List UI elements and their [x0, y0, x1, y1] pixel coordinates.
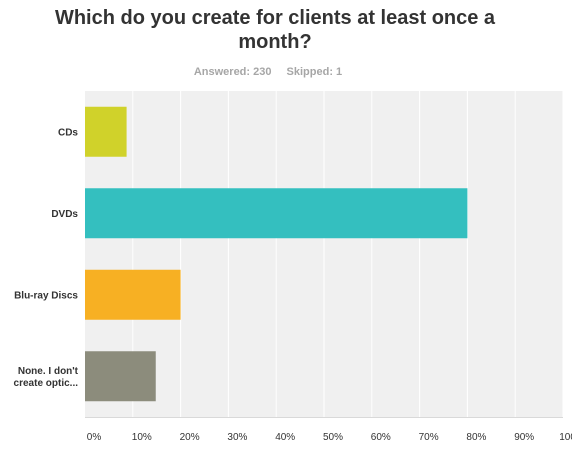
x-tick-label: 70% [419, 432, 439, 443]
response-stats: Answered: 230 Skipped: 1 [0, 66, 536, 78]
x-tick-label: 30% [227, 432, 247, 443]
answered-count: Answered: 230 [193, 66, 272, 78]
bar [85, 106, 127, 157]
x-tick-label: 80% [466, 432, 486, 443]
skipped-count: Skipped: 1 [286, 66, 343, 78]
chart-title: Which do you create for clients at least… [54, 7, 496, 53]
gridlines [132, 91, 564, 417]
bar [85, 269, 181, 320]
x-tick-label: 10% [132, 432, 152, 443]
x-tick-labels: 0% 10% 20% 30% 40% 50% 60% 70% 80% 90% 100% [87, 432, 572, 443]
x-tick-label: 20% [180, 432, 200, 443]
category-label: DVDs [51, 209, 78, 220]
x-tick-label: 60% [371, 432, 391, 443]
x-tick-label: 100% [559, 432, 572, 443]
category-label: Blu-ray Discs [14, 290, 78, 301]
bars [85, 106, 468, 402]
bar [85, 188, 468, 239]
category-label: CDs [58, 127, 78, 138]
x-tick-label: 40% [275, 432, 295, 443]
x-tick-label: 50% [323, 432, 343, 443]
x-tick-label: 90% [514, 432, 534, 443]
bar [85, 351, 156, 402]
category-label: None. I don't create optic... [14, 366, 79, 389]
category-labels: CDs DVDs Blu-ray Discs None. I don't create … [14, 127, 79, 389]
x-tick-label: 0% [87, 432, 102, 443]
